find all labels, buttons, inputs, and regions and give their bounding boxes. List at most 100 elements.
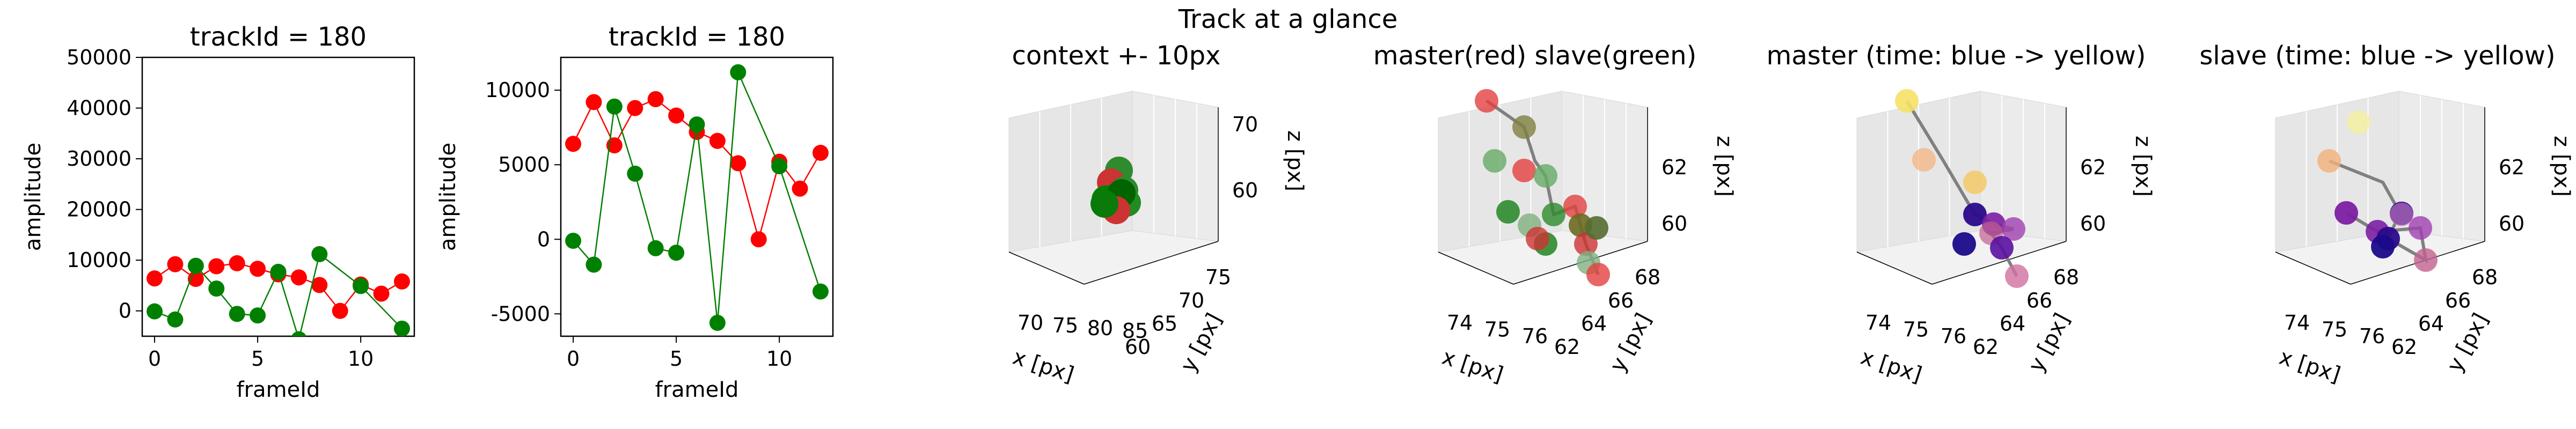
data-point — [187, 257, 204, 274]
data-point — [627, 165, 643, 182]
data-point — [1563, 195, 1587, 218]
data-point — [2317, 149, 2341, 173]
data-point — [290, 269, 307, 286]
chart-5: master (time: blue -> yellow)74 75 76 62646… — [1767, 41, 2155, 388]
x-axis-line — [1008, 252, 1085, 285]
x-axis-label: x [px] — [1009, 345, 1077, 388]
x-axis-line — [1856, 252, 1933, 285]
data-point — [586, 94, 602, 110]
z-axis-label: z [px] — [2549, 136, 2574, 197]
data-point — [2334, 201, 2358, 225]
y-tick-label: 70 — [1179, 289, 1204, 312]
data-point — [709, 314, 726, 331]
chart-4: master(red) slave(green)74 75 76 6264666860… — [1373, 41, 1737, 388]
y-axis-label: y [px] — [1176, 309, 1227, 376]
data-point — [1534, 164, 1557, 188]
data-point — [606, 98, 623, 115]
chart-title: master(red) slave(green) — [1373, 41, 1696, 71]
y-tick-label: 30000 — [67, 147, 131, 171]
data-point — [2002, 217, 2025, 241]
data-point — [2390, 203, 2413, 226]
data-point — [311, 246, 328, 262]
x-tick-label: 76 — [1522, 324, 1548, 348]
data-point — [1512, 115, 1536, 139]
data-point — [1586, 263, 1610, 286]
data-point — [1963, 203, 1987, 226]
z-axis-label: z [px] — [2131, 136, 2155, 197]
data-point — [812, 283, 829, 300]
x-tick-label: 5 — [670, 347, 683, 371]
data-point — [792, 180, 808, 197]
y-tick-label: 66 — [1608, 289, 1634, 312]
y-tick-label: 40000 — [67, 97, 131, 120]
x-tick-label: 10 — [348, 347, 374, 371]
data-point — [229, 306, 245, 322]
x-tick-label: 74 — [1865, 311, 1891, 335]
y-tick-label: 66 — [2026, 289, 2052, 312]
x-axis-label: x [px] — [1857, 345, 1924, 388]
data-point — [689, 116, 705, 133]
y-tick-label: 62 — [1554, 335, 1580, 359]
y-tick-label: 62 — [2391, 335, 2417, 359]
data-point — [668, 245, 685, 261]
data-point — [311, 277, 328, 293]
x-axis-label: frameId — [655, 378, 739, 402]
figure-suptitle: Track at a glance — [1178, 4, 1398, 34]
x-tick-label: 75 — [1484, 318, 1510, 342]
y-tick-label: 5000 — [498, 153, 550, 176]
data-point — [750, 231, 767, 248]
data-point — [2409, 216, 2432, 240]
y-tick-label: 68 — [1635, 265, 1660, 289]
y-tick-label: 50000 — [67, 46, 131, 69]
data-point — [1542, 203, 1565, 226]
y-tick-label: 10000 — [67, 248, 131, 272]
data-point — [147, 270, 163, 287]
data-point — [167, 311, 184, 328]
data-point — [2371, 235, 2395, 258]
chart-6: slave (time: blue -> yellow)74 75 76 626466… — [2199, 41, 2574, 388]
data-point — [167, 256, 184, 272]
y-axis-label: y [px] — [2442, 309, 2493, 376]
plot-area — [565, 64, 829, 331]
chart-1: trackId = 180 frameId amplitude 0 5 10 0 10000 2… — [21, 22, 415, 402]
plot-frame — [560, 56, 834, 337]
data-point — [1952, 232, 1976, 256]
z-tick-label: 60 — [2080, 212, 2106, 235]
x-tick-label: 0 — [148, 347, 161, 371]
data-point — [1990, 236, 2014, 260]
y-axis-label: amplitude — [21, 143, 46, 251]
y-tick-label: 60 — [1125, 335, 1151, 359]
data-point — [250, 261, 266, 277]
y-tick-label: 65 — [1152, 312, 1177, 336]
x-axis-label: x [px] — [2276, 345, 2343, 388]
data-point — [373, 285, 390, 302]
data-point — [1963, 171, 1987, 194]
x-tick-label: 75 — [1903, 318, 1929, 342]
z-tick-label: 60 — [1662, 212, 1687, 235]
plot-frame — [141, 56, 415, 337]
chart-title: trackId = 180 — [190, 22, 367, 52]
z-tick-label: 70 — [1232, 113, 1258, 136]
y-tick-label: 0 — [537, 227, 550, 251]
x-tick-label: 10 — [766, 347, 792, 371]
data-point — [627, 100, 643, 116]
x-tick-label: 85 — [1122, 319, 1148, 343]
chart-title: master (time: blue -> yellow) — [1767, 41, 2146, 71]
data-point — [1585, 216, 1608, 240]
y-tick-label: 64 — [1581, 312, 1607, 336]
data-point — [1475, 89, 1498, 113]
data-point — [1912, 148, 1936, 172]
data-point — [270, 263, 287, 280]
z-axis-label: z [px] — [1712, 136, 1737, 197]
data-point — [393, 320, 410, 336]
y-tick-label: 68 — [2053, 265, 2079, 289]
x-axis-label: x [px] — [1439, 345, 1506, 388]
y-tick-label: 64 — [2000, 312, 2025, 336]
data-point — [565, 233, 582, 249]
x-tick-label: 76 — [1941, 324, 1966, 348]
data-point — [730, 64, 747, 80]
data-point — [1526, 227, 1549, 250]
y-tick-label: 0 — [119, 299, 131, 323]
x-tick-label: 76 — [2359, 324, 2385, 348]
